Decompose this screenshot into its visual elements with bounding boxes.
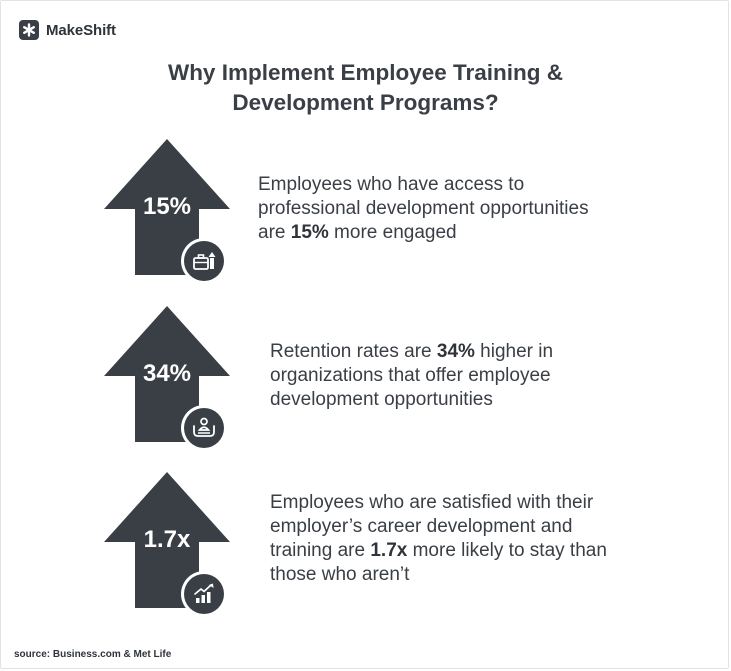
desc-highlight: 34% (436, 341, 475, 362)
source-note: source: Business.com & Met Life (14, 649, 172, 660)
up-arrow-shape: 15% (104, 139, 230, 284)
title-line-1: Why Implement Employee Training & (167, 60, 564, 85)
stat-badge (181, 571, 227, 617)
up-arrow-shape: 34% (104, 306, 230, 451)
desc-highlight: 1.7x (370, 540, 408, 561)
stat-description: Employees who are satisfied with their e… (270, 491, 607, 587)
stat-row-retention: 34% Retention rates are 34% higher in or… (0, 306, 731, 451)
stat-value: 15% (142, 193, 192, 220)
asterisk-logo-icon (19, 20, 39, 40)
desc-line: employer’s career development and (270, 516, 573, 537)
desc-highlight: 15% (290, 222, 329, 243)
stat-value: 34% (142, 360, 192, 387)
desc-line: Retention rates are 34% higher in (270, 340, 553, 364)
stat-value: 1.7x (143, 526, 191, 553)
person-care-icon (184, 408, 224, 448)
stat-description: Employees who have access to professiona… (258, 173, 589, 245)
desc-text: Retention rates are (270, 341, 437, 362)
stat-description: Retention rates are 34% higher in organi… (270, 340, 553, 412)
brand: MakeShift (19, 20, 116, 40)
up-arrow-shape: 1.7x (104, 472, 230, 617)
desc-text: are (258, 222, 291, 243)
brand-name: MakeShift (46, 21, 116, 39)
desc-text: training are (270, 540, 371, 561)
page-title: Why Implement Employee Training & Develo… (0, 58, 731, 118)
stat-row-loyalty: 1.7x Employees who are satisfied with th… (0, 472, 731, 617)
desc-line: development opportunities (270, 389, 493, 410)
desc-line: professional development opportunities (258, 198, 589, 219)
desc-line: are 15% more engaged (258, 221, 589, 245)
desc-line: those who aren’t (270, 564, 410, 585)
briefcase-growth-icon (184, 241, 224, 281)
title-line-2: Development Programs? (232, 90, 499, 115)
desc-text: more likely to stay than (407, 540, 607, 561)
growth-chart-icon (184, 574, 224, 614)
desc-line: training are 1.7x more likely to stay th… (270, 539, 607, 563)
desc-text: higher in (474, 341, 554, 362)
stat-badge (181, 405, 227, 451)
stat-row-engagement: 15% Employees who have access to profess… (0, 139, 731, 284)
desc-line: organizations that offer employee (270, 365, 551, 386)
desc-line: Employees who are satisfied with their (270, 492, 594, 513)
desc-line: Employees who have access to (258, 174, 525, 195)
desc-text: more engaged (328, 222, 457, 243)
stat-badge (181, 238, 227, 284)
